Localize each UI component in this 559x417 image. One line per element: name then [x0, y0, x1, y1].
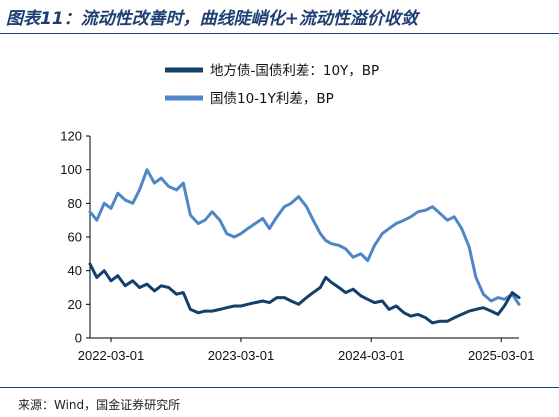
y-tick-label: 20: [68, 297, 82, 312]
line-chart: 地方债-国债利差：10Y，BP 国债10-1Y利差，BP 0 20 40 60 80 100…: [60, 63, 534, 364]
y-tick-label: 100: [60, 162, 82, 177]
source-note: 来源：Wind，国金证券研究所: [18, 398, 181, 412]
x-tick-label: 2023-03-01: [208, 348, 275, 363]
x-tick-label: 2024-03-01: [338, 348, 405, 363]
page-title: 图表11：流动性改善时，曲线陡峭化+流动性溢价收敛: [6, 9, 418, 29]
y-tick-label: 80: [68, 196, 82, 211]
y-tick-label: 0: [75, 331, 82, 346]
source-divider: [0, 387, 559, 388]
x-tick-label: 2025-03-01: [468, 348, 535, 363]
y-tick-label: 120: [60, 129, 82, 144]
y-tick-label: 40: [68, 263, 82, 278]
series-line-local-govt-spread: [88, 262, 521, 325]
y-tick-label: 60: [68, 230, 82, 245]
legend: 地方债-国债利差：10Y，BP 国债10-1Y利差，BP: [165, 63, 379, 107]
x-tick-label: 2022-03-01: [78, 348, 145, 363]
plot-area: [88, 168, 521, 325]
legend-label-treasury-term-spread: 国债10-1Y利差，BP: [210, 91, 334, 107]
series-line-treasury-term-spread: [88, 168, 521, 306]
title-divider: [0, 33, 559, 34]
legend-label-local-govt-spread: 地方债-国债利差：10Y，BP: [210, 63, 379, 79]
chart-axes: 0 20 40 60 80 100 120 2022-03-01 2023-03-01 2024-…: [60, 129, 534, 364]
